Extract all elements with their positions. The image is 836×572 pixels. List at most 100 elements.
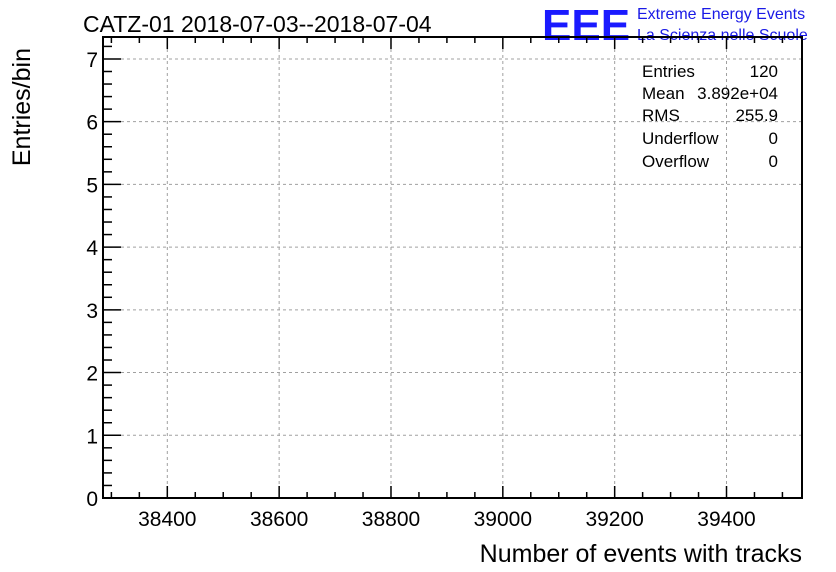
x-tick-label: 39000: [474, 508, 532, 531]
histogram-bin: [302, 435, 308, 498]
histogram-bin: [441, 373, 447, 498]
histogram-bin: [447, 310, 453, 498]
histogram-bin: [296, 373, 302, 498]
histogram-bin: [285, 435, 291, 498]
x-tick-label: 38400: [138, 508, 196, 531]
histogram-bin: [357, 435, 363, 498]
histogram-bin: [458, 373, 464, 498]
histogram-bin: [520, 435, 526, 498]
logo-line-1: Extreme Energy Events: [637, 6, 805, 23]
stats-underflow-value: 0: [769, 129, 778, 148]
histogram-bin: [134, 435, 140, 498]
histogram-bin: [654, 435, 660, 498]
histogram-bin: [542, 435, 548, 498]
y-tick-label: 2: [86, 363, 98, 386]
histogram-bin: [469, 435, 475, 498]
histogram-bin: [262, 435, 268, 498]
histogram-bin: [402, 373, 408, 498]
histogram-bin: [598, 435, 604, 498]
histogram-bin: [313, 435, 319, 498]
histogram-bin: [195, 373, 201, 498]
histogram-bin: [369, 373, 375, 498]
histogram-bin: [609, 373, 615, 498]
histogram-bin: [564, 435, 570, 498]
histogram-bin: [352, 435, 358, 498]
histogram-bin: [508, 310, 514, 498]
histogram-bin: [464, 435, 470, 498]
chart-title: CATZ-01 2018-07-03--2018-07-04: [83, 11, 432, 37]
histogram-bin: [246, 435, 252, 498]
histogram-bin: [436, 435, 442, 498]
histogram-bin: [425, 310, 431, 498]
histogram-bin: [475, 435, 481, 498]
histogram-bin: [251, 435, 257, 498]
histogram-bin: [492, 184, 498, 498]
histogram-bin: [346, 184, 352, 498]
x-axis-ticks: 38400 38600 38800 39000 39200 39400: [110, 37, 784, 531]
stats-underflow-label: Underflow: [642, 129, 719, 148]
y-axis-ticks: 0 1 2 3 4 5 6 7: [86, 45, 121, 511]
logo-line-2: La Scienza nelle Scuole: [637, 27, 808, 44]
y-tick-label: 0: [86, 488, 98, 511]
y-tick-label: 6: [86, 112, 98, 135]
histogram-bin: [307, 373, 313, 498]
stats-mean-label: Mean: [642, 84, 685, 103]
histogram-bin: [430, 59, 436, 498]
stats-overflow-label: Overflow: [642, 152, 710, 171]
histogram-bin: [240, 435, 246, 498]
x-tick-label: 38800: [362, 508, 420, 531]
stats-rms-value: 255.9: [735, 106, 778, 125]
histogram-bin: [570, 435, 576, 498]
histogram-bin: [553, 373, 559, 498]
x-axis-label: Number of events with tracks: [480, 540, 802, 568]
histogram-bin: [559, 435, 565, 498]
histogram-bin: [167, 435, 173, 498]
histogram-bin: [290, 435, 296, 498]
histogram-bin: [324, 435, 330, 498]
histogram-bin: [536, 184, 542, 498]
x-tick-label: 39200: [585, 508, 643, 531]
histogram-bin: [766, 435, 772, 498]
histogram-bin: [453, 435, 459, 498]
histogram-bin: [335, 247, 341, 498]
histogram-bin: [531, 435, 537, 498]
histogram-bin: [419, 184, 425, 498]
stats-overflow-value: 0: [769, 152, 778, 171]
histogram-bin: [408, 247, 414, 498]
histogram-bin: [206, 435, 212, 498]
y-tick-label: 1: [86, 425, 98, 448]
histogram-bin: [480, 373, 486, 498]
histogram-bin: [212, 373, 218, 498]
stats-box: Entries 120 Mean 3.892e+04 RMS 255.9 Und…: [642, 62, 778, 171]
histogram-bin: [162, 247, 168, 498]
plot-frame: [102, 36, 803, 499]
histogram-bin: [413, 373, 419, 498]
y-axis-label: Entries/bin: [8, 48, 36, 166]
histogram-bin: [397, 373, 403, 498]
x-tick-label: 39400: [697, 508, 755, 531]
histogram-bin: [363, 373, 369, 498]
histogram-bin: [184, 435, 190, 498]
y-tick-label: 3: [86, 300, 98, 323]
stats-rms-label: RMS: [642, 106, 680, 125]
eee-logo: EEE Extreme Energy Events La Scienza nel…: [542, 1, 808, 50]
histogram-bin: [318, 373, 324, 498]
histogram-bin: [514, 373, 520, 498]
stats-entries-label: Entries: [642, 62, 695, 81]
y-tick-label: 5: [86, 174, 98, 197]
histogram-bin: [178, 435, 184, 498]
histogram-bin: [626, 435, 632, 498]
histogram-bin: [486, 247, 492, 498]
histogram-bin: [503, 373, 509, 498]
histogram-bin: [391, 435, 397, 498]
histogram-bin: [497, 373, 503, 498]
x-tick-label: 38600: [250, 508, 308, 531]
stats-mean-value: 3.892e+04: [697, 84, 778, 103]
histogram-bin: [341, 435, 347, 498]
histogram-bin: [385, 373, 391, 498]
y-tick-label: 4: [86, 237, 98, 260]
grid-lines: [103, 37, 802, 498]
histogram-bin: [548, 310, 554, 498]
histogram-bin: [329, 310, 335, 498]
